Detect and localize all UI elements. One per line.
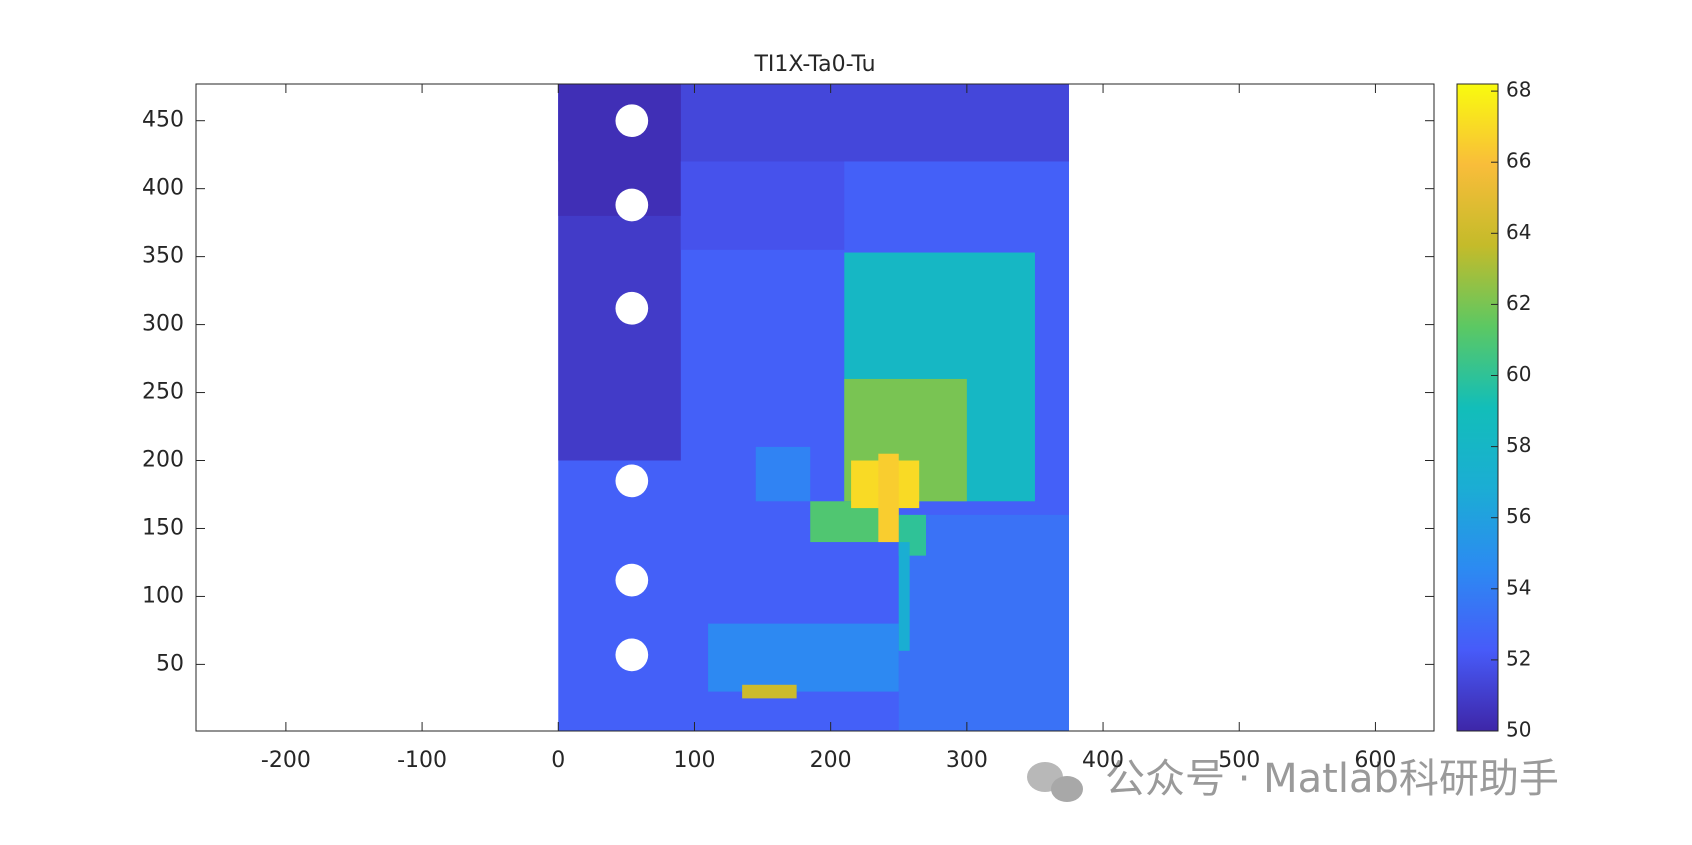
chart-title: TI1X-Ta0-Tu	[753, 52, 875, 77]
heat-cell	[878, 453, 899, 543]
x-tick-label: 300	[946, 748, 988, 773]
y-tick-label: 100	[142, 583, 184, 608]
x-tick-label: 500	[1218, 748, 1260, 773]
x-tick-label: -100	[397, 748, 447, 773]
y-tick-label: 400	[142, 176, 184, 201]
colorbar-tick-label: 68	[1506, 78, 1531, 102]
axes-box	[195, 83, 1435, 732]
hole	[615, 563, 649, 597]
x-tick-label: 0	[551, 748, 565, 773]
colorbar-tick-label: 66	[1506, 149, 1531, 173]
heat-cell	[742, 684, 797, 699]
colorbar-tick-label: 52	[1506, 646, 1531, 670]
hole	[615, 291, 649, 325]
heat-cell	[755, 446, 811, 502]
hole	[615, 188, 649, 222]
colorbar-tick-label: 58	[1506, 433, 1531, 457]
x-tick-label: 200	[810, 748, 852, 773]
colorbar	[1456, 83, 1499, 732]
y-tick-label: 250	[142, 380, 184, 405]
y-tick-label: 150	[142, 515, 184, 540]
colorbar-tick-label: 60	[1506, 362, 1531, 386]
x-tick-label: 100	[673, 748, 715, 773]
watermark: 公众号 · Matlab科研助手	[1105, 756, 1559, 802]
x-tick-label: 400	[1082, 748, 1124, 773]
colorbar-tick-label: 62	[1506, 291, 1531, 315]
heat-cell	[558, 84, 681, 216]
y-tick-label: 450	[142, 108, 184, 133]
colorbar-tick-label: 50	[1506, 718, 1531, 742]
y-tick-label: 300	[142, 312, 184, 337]
colorbar-tick-label: 54	[1506, 575, 1531, 599]
heat-cell	[898, 514, 1070, 731]
colorbar-tick-label: 64	[1506, 220, 1531, 244]
y-tick-label: 50	[156, 651, 184, 676]
heat-cell	[898, 542, 910, 651]
heat-cell	[708, 623, 899, 692]
y-tick-label: 200	[142, 448, 184, 473]
hole	[615, 638, 649, 672]
plot-area	[558, 84, 1070, 731]
hole	[615, 104, 649, 138]
watermark-icon	[1027, 762, 1083, 802]
x-tick-label: -200	[261, 748, 311, 773]
colorbar-tick-label: 56	[1506, 504, 1531, 528]
y-tick-label: 350	[142, 244, 184, 269]
hole	[615, 464, 649, 498]
x-tick-label: 600	[1354, 748, 1396, 773]
heat-cell	[680, 161, 845, 250]
